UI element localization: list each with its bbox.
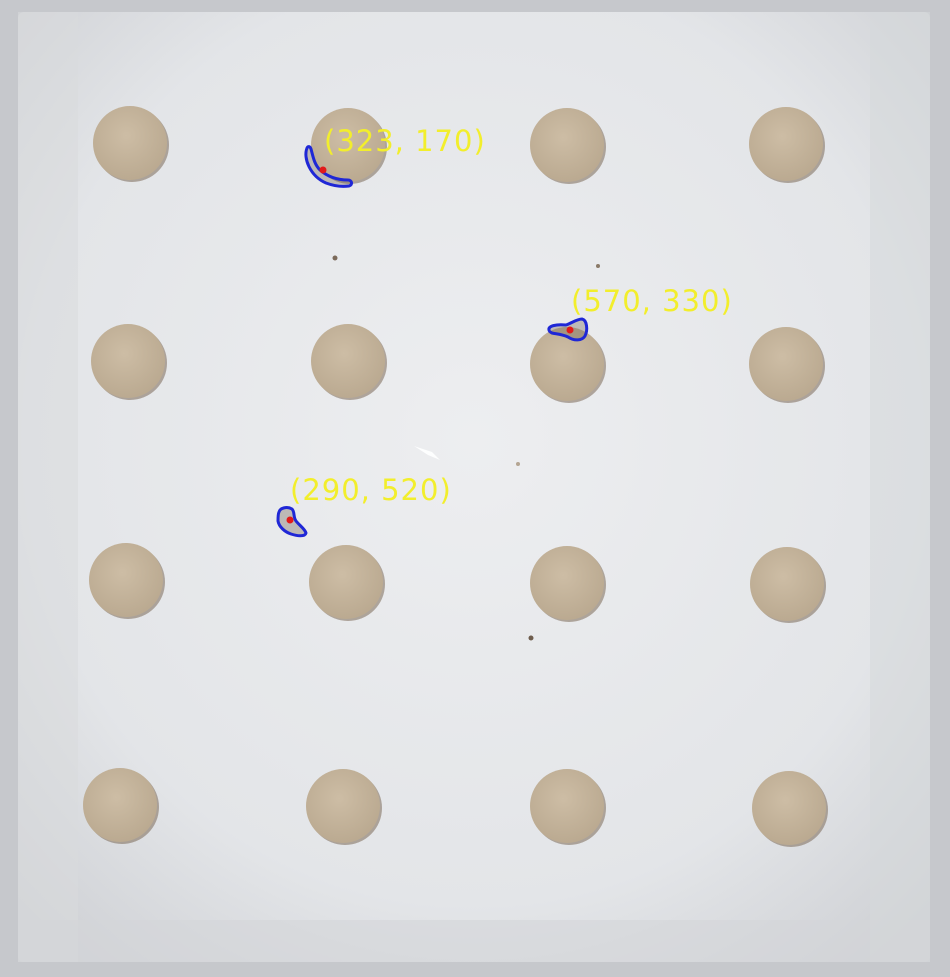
pad	[749, 107, 823, 181]
pad	[530, 108, 604, 182]
tray-inner-shadow-right	[870, 12, 930, 962]
pad	[530, 769, 604, 843]
detection: (570, 330)	[547, 284, 733, 342]
pad	[91, 324, 165, 398]
detection-label: (290, 520)	[290, 473, 452, 507]
tray-surface	[18, 12, 930, 962]
pad	[530, 546, 604, 620]
pad	[752, 771, 826, 845]
detection-label: (570, 330)	[571, 284, 733, 318]
detection-label: (323, 170)	[324, 124, 486, 158]
pad	[750, 547, 824, 621]
tray-inner-shadow-bottom	[18, 920, 930, 962]
debris-speck	[332, 255, 338, 261]
detection-centroid	[319, 166, 327, 174]
detection: (290, 520)	[276, 473, 452, 538]
debris-fleck	[414, 446, 440, 460]
detections-layer: (323, 170) (570, 330) (290, 520)	[276, 124, 733, 538]
pad	[749, 327, 823, 401]
pad	[309, 545, 383, 619]
pad	[311, 324, 385, 398]
pad	[311, 108, 385, 182]
detection-centroid	[566, 326, 574, 334]
tray-inner-shadow-left	[18, 12, 78, 962]
pad	[83, 768, 157, 842]
pad-grid	[83, 106, 828, 847]
pad	[530, 327, 604, 401]
debris-speck	[528, 635, 534, 641]
debris-speck	[596, 264, 600, 268]
debris-speck	[516, 462, 520, 466]
pad	[89, 543, 163, 617]
detection-centroid	[286, 516, 294, 524]
detection-contour	[547, 317, 589, 342]
pad	[306, 769, 380, 843]
pad	[93, 106, 167, 180]
detection: (323, 170)	[304, 124, 486, 188]
detection-contour	[276, 506, 308, 538]
detection-contour	[304, 145, 353, 188]
